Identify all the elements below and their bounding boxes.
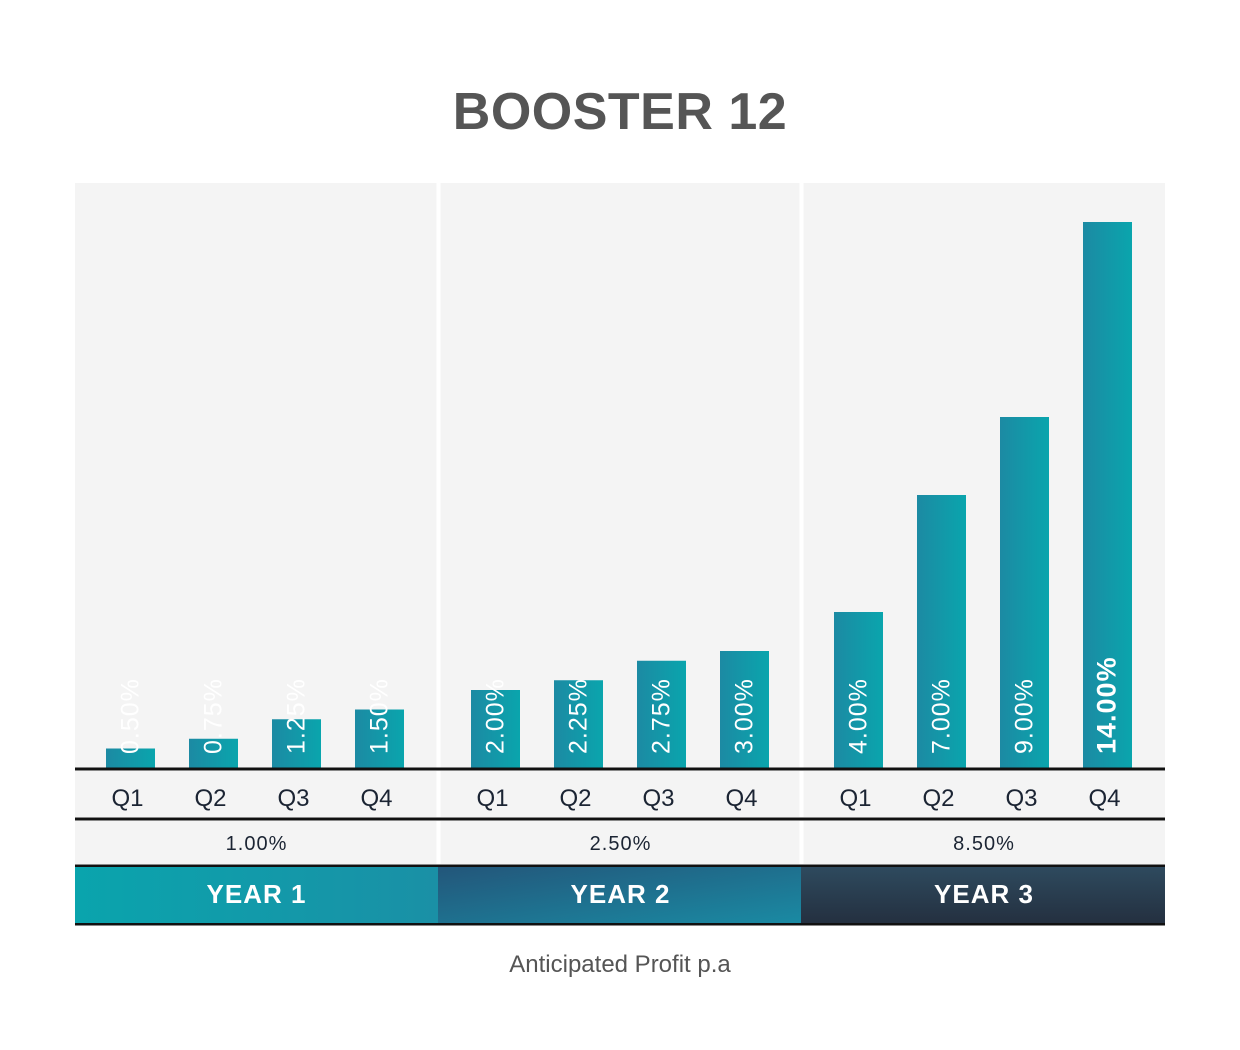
- bar-value-label: 2.75%: [648, 678, 676, 754]
- bar-y1-q1: [106, 748, 155, 768]
- footer-caption: Anticipated Profit p.a: [509, 951, 731, 978]
- bar-value-label: 14.00%: [1092, 656, 1122, 754]
- chart-title: BOOSTER 12: [452, 83, 788, 141]
- quarter-tick-label: Q2: [922, 785, 954, 812]
- year-band-2: [438, 867, 802, 923]
- quarter-tick-label: Q3: [1005, 785, 1037, 812]
- bar-y1-q3: [272, 719, 321, 768]
- year-band-3: [801, 867, 1165, 923]
- year-total-label: 8.50%: [953, 833, 1015, 855]
- plot-panels: [75, 183, 1165, 864]
- bar-value-label: 4.00%: [845, 678, 873, 754]
- bar-y3-q4: [1083, 222, 1132, 768]
- bar-value-label: 7.00%: [928, 678, 956, 754]
- year-bands: YEAR 1 YEAR 2 YEAR 3: [75, 867, 1165, 923]
- year-label-1: YEAR 1: [207, 879, 307, 909]
- bar-value-label: 0.50%: [117, 678, 145, 754]
- bar-y2-q1: [471, 690, 520, 768]
- year-total-labels: 1.00% 2.50% 8.50%: [226, 833, 1015, 855]
- quarter-tick-label: Q4: [1088, 785, 1120, 812]
- quarter-tick-label: Q1: [839, 785, 871, 812]
- bar-y2-q4: [720, 651, 769, 768]
- bar-value-label: 0.75%: [200, 678, 228, 754]
- bar-y1-q4: [355, 709, 404, 768]
- bar-value-label: 1.50%: [366, 678, 394, 754]
- quarter-tick-label: Q2: [194, 785, 226, 812]
- bar-y1-q2: [189, 738, 238, 768]
- quarter-tick-label: Q3: [642, 785, 674, 812]
- bar-value-label: 2.00%: [482, 678, 510, 754]
- bar-value-label: 1.25%: [283, 678, 311, 754]
- quarter-tick-label: Q1: [476, 785, 508, 812]
- bar-value-label: 3.00%: [731, 678, 759, 754]
- axis-rules: [75, 767, 1165, 926]
- year-label-3: YEAR 3: [934, 879, 1034, 909]
- year-total-label: 1.00%: [226, 833, 288, 855]
- quarter-tick-label: Q1: [111, 785, 143, 812]
- bar-value-label: 2.25%: [565, 678, 593, 754]
- bar-y3-q3: [1000, 417, 1049, 768]
- quarter-tick-labels: Q1 Q2 Q3 Q4 Q1 Q2 Q3 Q4 Q1 Q2 Q3 Q4: [111, 785, 1120, 812]
- bar-y3-q2: [917, 495, 966, 768]
- bars-layer: 0.50% 0.75% 1.25% 1.50% 2.00% 2.25% 2.75% 3.00%…: [106, 222, 1132, 768]
- bar-y2-q2: [554, 680, 603, 768]
- quarter-tick-label: Q3: [277, 785, 309, 812]
- year-label-2: YEAR 2: [571, 879, 671, 909]
- bar-value-label: 9.00%: [1011, 678, 1039, 754]
- bar-y3-q1: [834, 612, 883, 768]
- quarter-tick-label: Q4: [360, 785, 392, 812]
- year-separators: [436, 183, 804, 864]
- year-band-1: [75, 867, 439, 923]
- quarter-tick-label: Q2: [559, 785, 591, 812]
- quarter-tick-label: Q4: [725, 785, 757, 812]
- year-total-label: 2.50%: [590, 833, 652, 855]
- bar-y2-q3: [637, 660, 686, 768]
